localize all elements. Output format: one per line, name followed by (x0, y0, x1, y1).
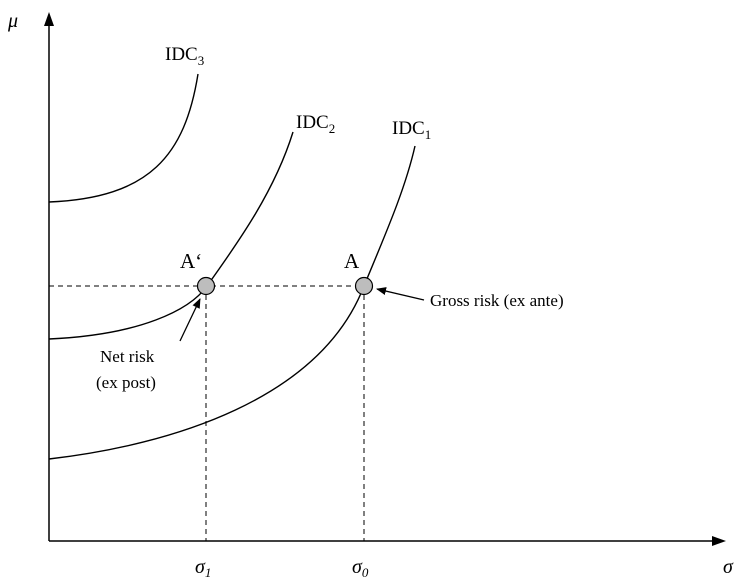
point-a-prime (196, 276, 216, 296)
idc1-label: IDC1 (392, 118, 431, 142)
x-axis-label: σ (723, 556, 734, 577)
net-risk-arrow (179, 298, 201, 342)
point-a-prime-label: A‘ (180, 249, 202, 273)
gross-risk-label: Gross risk (ex ante) (430, 291, 564, 310)
gross-risk-arrow (376, 287, 425, 301)
net-risk-label-line2: (ex post) (96, 373, 156, 392)
idc3-curve (48, 73, 199, 203)
point-a (354, 276, 374, 296)
sigma0-tick-label: σ0 (352, 556, 369, 577)
idc1-curve (48, 145, 416, 460)
idc3-label: IDC3 (165, 44, 204, 68)
net-risk-label-line1: Net risk (100, 347, 155, 366)
sigma1-tick-label: σ1 (195, 556, 211, 577)
point-a-label: A (344, 249, 360, 273)
idc2-label: IDC2 (296, 112, 335, 136)
y-axis-label: μ (7, 10, 18, 32)
x-axis-arrow (712, 536, 726, 546)
idc2-curve (48, 131, 294, 340)
y-axis-arrow (44, 12, 54, 26)
